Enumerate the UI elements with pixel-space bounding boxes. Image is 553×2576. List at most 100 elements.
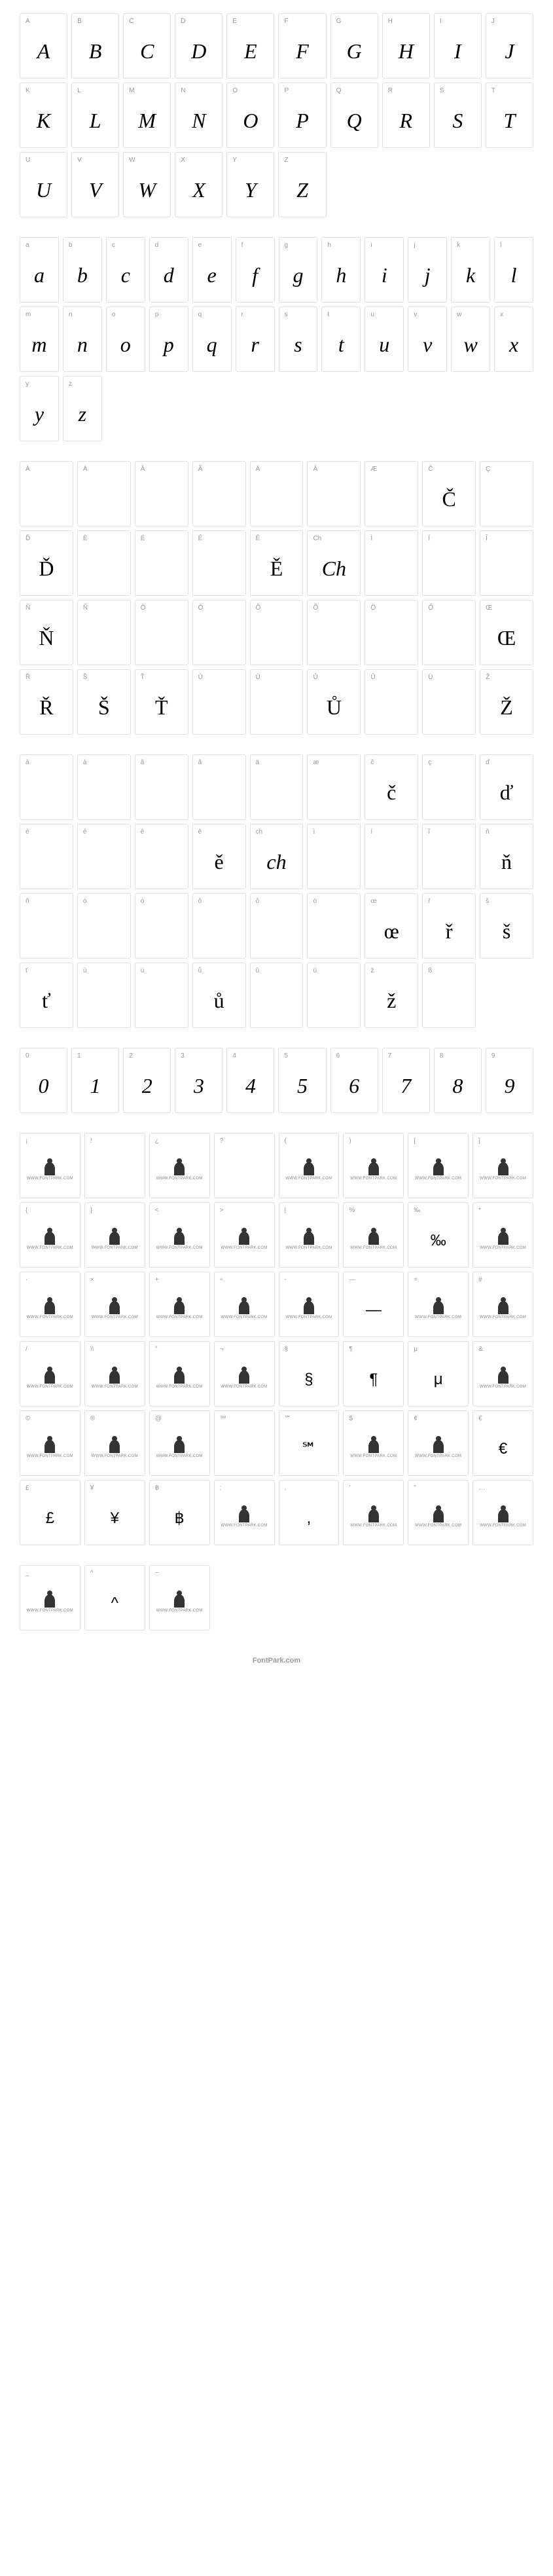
glyph-cell[interactable]: ? <box>214 1133 275 1198</box>
glyph-cell[interactable]: ·WWW.FONTPARK.COM <box>20 1272 80 1337</box>
glyph-cell[interactable]: ,, <box>279 1480 340 1545</box>
glyph-cell[interactable]: ™ <box>214 1410 275 1476</box>
glyph-cell[interactable]: ¿WWW.FONTPARK.COM <box>149 1133 210 1198</box>
glyph-cell[interactable]: RR <box>382 83 430 148</box>
glyph-cell[interactable]: ŠŠ <box>77 669 131 735</box>
glyph-cell[interactable]: YY <box>226 152 274 217</box>
glyph-cell[interactable]: …WWW.FONTPARK.COM <box>473 1480 533 1545</box>
glyph-cell[interactable]: æ <box>307 754 361 820</box>
glyph-cell[interactable]: Ā <box>307 461 361 526</box>
glyph-cell[interactable]: Í <box>422 530 476 596</box>
glyph-cell[interactable]: ù <box>77 963 131 1028</box>
glyph-cell[interactable]: \\WWW.FONTPARK.COM <box>84 1341 145 1407</box>
glyph-cell[interactable]: čč <box>365 754 418 820</box>
glyph-cell[interactable]: kk <box>451 237 490 303</box>
glyph-cell[interactable]: Ì <box>365 530 418 596</box>
glyph-cell[interactable]: dd <box>149 237 188 303</box>
glyph-cell[interactable]: ďď <box>480 754 533 820</box>
glyph-cell[interactable]: UU <box>20 152 67 217</box>
glyph-cell[interactable]: ŘŘ <box>20 669 73 735</box>
glyph-cell[interactable]: ¥¥ <box>84 1480 145 1545</box>
glyph-cell[interactable]: 88 <box>434 1048 482 1113</box>
glyph-cell[interactable]: -WWW.FONTPARK.COM <box>279 1272 340 1337</box>
glyph-cell[interactable]: ťť <box>20 963 73 1028</box>
glyph-cell[interactable]: BB <box>71 13 119 79</box>
glyph-cell[interactable]: (WWW.FONTPARK.COM <box>279 1133 340 1198</box>
glyph-cell[interactable]: î <box>422 824 476 889</box>
glyph-cell[interactable]: ww <box>451 306 490 372</box>
glyph-cell[interactable]: ii <box>365 237 404 303</box>
glyph-cell[interactable]: ŽŽ <box>480 669 533 735</box>
glyph-cell[interactable]: ã <box>192 754 246 820</box>
glyph-cell[interactable]: FF <box>278 13 326 79</box>
glyph-cell[interactable]: 77 <box>382 1048 430 1113</box>
glyph-cell[interactable]: ůů <box>192 963 246 1028</box>
glyph-cell[interactable]: ll <box>494 237 533 303</box>
glyph-cell[interactable]: €€ <box>473 1410 533 1476</box>
glyph-cell[interactable]: LL <box>71 83 119 148</box>
glyph-cell[interactable]: /WWW.FONTPARK.COM <box>20 1341 80 1407</box>
glyph-cell[interactable]: }WWW.FONTPARK.COM <box>84 1202 145 1268</box>
glyph-cell[interactable]: yy <box>20 376 59 441</box>
glyph-cell[interactable]: ó <box>135 893 188 959</box>
glyph-cell[interactable]: ê <box>135 824 188 889</box>
glyph-cell[interactable]: 99 <box>486 1048 533 1113</box>
glyph-cell[interactable]: è <box>20 824 73 889</box>
glyph-cell[interactable]: ĚĚ <box>250 530 304 596</box>
glyph-cell[interactable]: JJ <box>486 13 533 79</box>
glyph-cell[interactable]: 55 <box>278 1048 326 1113</box>
glyph-cell[interactable]: xx <box>494 306 533 372</box>
glyph-cell[interactable]: Û <box>365 669 418 735</box>
glyph-cell[interactable]: =WWW.FONTPARK.COM <box>408 1272 469 1337</box>
glyph-cell[interactable]: §§ <box>279 1341 340 1407</box>
glyph-cell[interactable]: Ä <box>250 461 304 526</box>
glyph-cell[interactable]: õ <box>250 893 304 959</box>
glyph-cell[interactable]: WW <box>123 152 171 217</box>
glyph-cell[interactable]: ;WWW.FONTPARK.COM <box>214 1480 275 1545</box>
glyph-cell[interactable]: ňň <box>480 824 533 889</box>
glyph-cell[interactable]: ä <box>250 754 304 820</box>
glyph-cell[interactable]: Ã <box>192 461 246 526</box>
glyph-cell[interactable]: nn <box>63 306 102 372</box>
glyph-cell[interactable]: EE <box>226 13 274 79</box>
glyph-cell[interactable]: Æ <box>365 461 418 526</box>
glyph-cell[interactable]: ZZ <box>278 152 326 217</box>
glyph-cell[interactable]: chch <box>250 824 304 889</box>
glyph-cell[interactable]: Ú <box>250 669 304 735</box>
glyph-cell[interactable]: ŮŮ <box>307 669 361 735</box>
glyph-cell[interactable]: 11 <box>71 1048 119 1113</box>
glyph-cell[interactable]: cc <box>106 237 145 303</box>
glyph-cell[interactable]: řř <box>422 893 476 959</box>
glyph-cell[interactable]: VV <box>71 152 119 217</box>
glyph-cell[interactable]: )WWW.FONTPARK.COM <box>343 1133 404 1198</box>
glyph-cell[interactable]: ö <box>307 893 361 959</box>
glyph-cell[interactable]: °WWW.FONTPARK.COM <box>149 1341 210 1407</box>
glyph-cell[interactable]: #WWW.FONTPARK.COM <box>473 1272 533 1337</box>
glyph-cell[interactable]: ŒŒ <box>480 600 533 665</box>
glyph-cell[interactable]: í <box>365 824 418 889</box>
glyph-cell[interactable]: ss <box>279 306 318 372</box>
glyph-cell[interactable]: á <box>77 754 131 820</box>
glyph-cell[interactable]: qq <box>192 306 232 372</box>
glyph-cell[interactable]: %WWW.FONTPARK.COM <box>343 1202 404 1268</box>
glyph-cell[interactable]: Ê <box>192 530 246 596</box>
glyph-cell[interactable]: —— <box>343 1272 404 1337</box>
glyph-cell[interactable]: AA <box>20 13 67 79</box>
glyph-cell[interactable]: vv <box>408 306 447 372</box>
glyph-cell[interactable]: ! <box>84 1133 145 1198</box>
glyph-cell[interactable]: 00 <box>20 1048 67 1113</box>
glyph-cell[interactable]: É <box>135 530 188 596</box>
glyph-cell[interactable]: XX <box>175 152 223 217</box>
glyph-cell[interactable]: mm <box>20 306 59 372</box>
glyph-cell[interactable]: "WWW.FONTPARK.COM <box>408 1480 469 1545</box>
glyph-cell[interactable]: μμ <box>408 1341 469 1407</box>
glyph-cell[interactable]: Õ <box>307 600 361 665</box>
glyph-cell[interactable]: 22 <box>123 1048 171 1113</box>
glyph-cell[interactable]: à <box>20 754 73 820</box>
glyph-cell[interactable]: ×WWW.FONTPARK.COM <box>84 1272 145 1337</box>
glyph-cell[interactable]: II <box>434 13 482 79</box>
glyph-cell[interactable]: Ö <box>365 600 418 665</box>
glyph-cell[interactable]: Ç <box>480 461 533 526</box>
glyph-cell[interactable]: TT <box>486 83 533 148</box>
glyph-cell[interactable]: ô <box>192 893 246 959</box>
